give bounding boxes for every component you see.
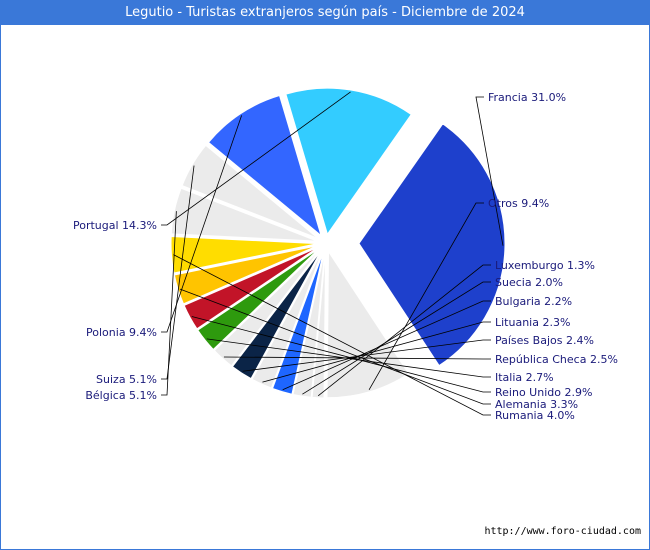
slice-label-polonia: Polonia 9.4% <box>86 326 157 339</box>
slice-label-bulgaria: Bulgaria 2.2% <box>495 295 572 308</box>
slice-label-alemania: Alemania 3.3% <box>495 398 578 411</box>
pie-slice-portugal <box>285 87 412 236</box>
leader-line-belgica <box>161 211 177 396</box>
leader-line-bulgaria <box>282 300 491 391</box>
source-link[interactable]: http://www.foro-ciudad.com <box>484 526 641 537</box>
pie-slice-suiza <box>181 144 319 239</box>
leader-lines <box>161 91 504 416</box>
pie-slice-belgica <box>170 187 318 242</box>
pie-slice-lituania <box>251 250 323 389</box>
pie-slice-rumania <box>170 235 318 274</box>
slice-label-lituania: Lituania 2.3% <box>495 316 570 329</box>
leader-line-paises-bajos <box>242 339 491 372</box>
pie-slice-paises-bajos <box>231 250 322 380</box>
leader-line-reino-unido <box>191 316 491 393</box>
leader-line-rumania <box>173 254 491 416</box>
slice-label-republica-checa: República Checa 2.5% <box>495 353 618 366</box>
leader-line-suiza <box>161 165 195 380</box>
slice-label-suiza: Suiza 5.1% <box>96 373 157 386</box>
leader-line-republica-checa <box>223 356 491 360</box>
leader-line-francia <box>475 96 504 246</box>
slice-label-portugal: Portugal 14.3% <box>73 219 157 232</box>
leader-line-italia <box>206 338 491 378</box>
leader-line-polonia <box>161 115 243 333</box>
leader-line-lituania <box>262 321 491 383</box>
slice-label-reino-unido: Reino Unido 2.9% <box>495 386 592 399</box>
slice-label-otros: Otros 9.4% <box>488 197 549 210</box>
leader-line-portugal <box>161 91 351 226</box>
pie-slice-bulgaria <box>271 251 324 395</box>
leader-line-suecia <box>302 281 491 395</box>
pie-slice-francia <box>358 123 506 367</box>
pie-slice-reino-unido <box>183 246 319 330</box>
pie-chart: Francia 31.0% Otros 9.4% Luxemburgo 1.3% Su… <box>73 87 618 422</box>
slice-label-belgica: Bélgica 5.1% <box>85 389 157 402</box>
slice-label-italia: Italia 2.7% <box>495 371 554 384</box>
pie-slices <box>170 87 506 399</box>
pie-slice-republica-checa <box>213 249 321 367</box>
slice-label-paises-bajos: Países Bajos 2.4% <box>495 334 594 347</box>
slice-label-luxemburgo: Luxemburgo 1.3% <box>495 259 595 272</box>
slice-label-francia: Francia 31.0% <box>488 91 566 104</box>
slice-labels: Francia 31.0% Otros 9.4% Luxemburgo 1.3% Su… <box>73 91 618 422</box>
slice-label-suecia: Suecia 2.0% <box>495 276 563 289</box>
leader-line-alemania <box>179 288 491 405</box>
slice-label-rumania: Rumania 4.0% <box>495 409 575 422</box>
chart-title: Legutio - Turistas extranjeros según paí… <box>1 1 649 25</box>
